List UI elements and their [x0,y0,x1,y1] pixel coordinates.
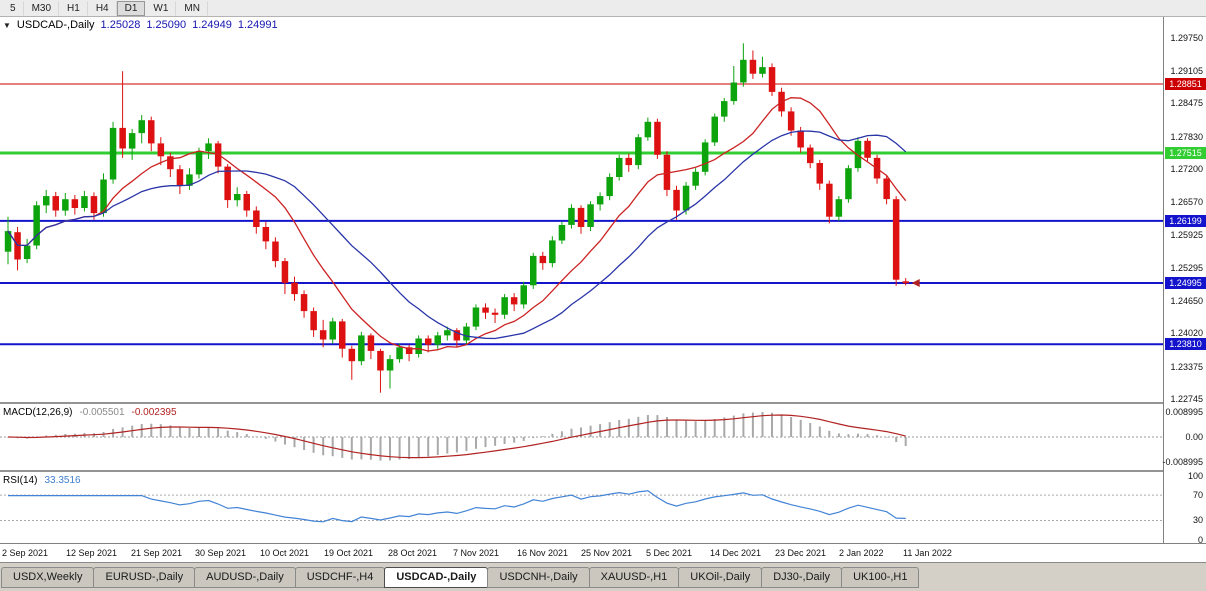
timeframe-button-h4[interactable]: H4 [88,0,117,16]
time-axis-label: 5 Dec 2021 [646,548,693,558]
open-price: 1.25028 [100,19,141,31]
high-price: 1.25090 [146,19,187,31]
time-axis[interactable]: 2 Sep 2021 12 Sep 2021 21 Sep 2021 30 Sep 2… [0,543,1206,562]
tab-ukoil-daily[interactable]: UKOil-,Daily [678,566,763,588]
timeframe-button-m30[interactable]: M30 [24,0,60,16]
price-axis-label: 1.28475 [1170,98,1203,108]
time-axis-label: 7 Nov 2021 [453,548,500,558]
plot-area: ▼ USDCAD-,Daily 1.25028 1.25090 1.24949 … [0,17,1163,562]
time-axis-label: 19 Oct 2021 [324,548,374,558]
price-axis-label: 1.24020 [1170,328,1203,338]
price-axis[interactable]: 1.29750 1.29105 1.28475 1.27830 1.27200 1.265… [1162,17,1206,545]
tab-usdchf-h4[interactable]: USDCHF-,H4 [294,566,386,588]
price-axis-label: 1.22745 [1170,394,1203,404]
time-axis-label: 28 Oct 2021 [388,548,438,558]
time-axis-label: 30 Sep 2021 [195,548,247,558]
timeframe-button-mn[interactable]: MN [176,0,208,16]
price-level-label: 1.28851 [1165,78,1206,90]
rsi-axis-label: 30 [1192,515,1203,525]
chart-tab-bar: USDX,Weekly EURUSD-,Daily AUDUSD-,Daily USD… [0,562,1206,591]
rsi-axis-label: 70 [1192,490,1203,500]
symbol-ohlc-header: ▼ USDCAD-,Daily 1.25028 1.25090 1.24949 … [3,19,278,31]
price-axis-label: 1.24650 [1170,296,1203,306]
macd-pane[interactable] [0,404,1163,470]
rsi-pane[interactable] [0,472,1163,543]
tab-usdcnh-daily[interactable]: USDCNH-,Daily [487,566,590,588]
price-level-label: 1.26199 [1165,215,1206,227]
macd-indicator-label: MACD(12,26,9) -0.005501 -0.002395 [3,407,177,418]
price-level-label: 1.23810 [1165,338,1206,350]
price-axis-label: 1.27200 [1170,164,1203,174]
macd-axis-label: -0.008995 [1162,457,1203,467]
timeframe-toolbar: 5 M30 H1 H4 D1 W1 MN [0,0,1206,17]
macd-axis-label: 0.00 [1185,432,1203,442]
rsi-indicator-label: RSI(14) 33.3516 [3,475,81,486]
tab-xauusd-h1[interactable]: XAUUSD-,H1 [588,566,680,588]
price-axis-label: 1.23375 [1170,362,1203,372]
time-axis-label: 25 Nov 2021 [581,548,633,558]
time-axis-label: 16 Nov 2021 [517,548,569,558]
timeframe-button-w1[interactable]: W1 [145,0,177,16]
price-axis-label: 1.26570 [1170,197,1203,207]
timeframe-button-5[interactable]: 5 [2,0,24,16]
pane-divider[interactable] [0,470,1206,472]
time-axis-label: 2 Sep 2021 [2,548,49,558]
tab-usdcad-daily[interactable]: USDCAD-,Daily [384,566,489,588]
tab-eurusd-daily[interactable]: EURUSD-,Daily [93,566,196,588]
rsi-value: 33.3516 [44,475,81,486]
close-price: 1.24991 [237,19,278,31]
time-axis-label: 12 Sep 2021 [66,548,118,558]
price-axis-label: 1.29105 [1170,66,1203,76]
tab-uk100-h1[interactable]: UK100-,H1 [841,566,920,588]
price-pane[interactable] [0,17,1163,402]
time-axis-label: 14 Dec 2021 [710,548,762,558]
time-axis-label: 21 Sep 2021 [131,548,183,558]
macd-axis-label: 0.008995 [1165,407,1203,417]
pane-divider[interactable] [0,402,1206,404]
chart-dropdown-icon[interactable]: ▼ [3,20,11,30]
macd-main-value: -0.005501 [79,407,125,418]
tab-audusd-daily[interactable]: AUDUSD-,Daily [194,566,296,588]
price-axis-label: 1.25925 [1170,230,1203,240]
price-level-label: 1.24995 [1165,277,1206,289]
macd-name: MACD(12,26,9) [3,407,73,418]
chart-window: ▼ USDCAD-,Daily 1.25028 1.25090 1.24949 … [0,17,1206,562]
rsi-axis-label: 0 [1197,535,1203,545]
time-axis-label: 11 Jan 2022 [903,548,952,558]
price-level-label: 1.27515 [1165,147,1206,159]
price-axis-label: 1.27830 [1170,132,1203,142]
timeframe-button-h1[interactable]: H1 [59,0,88,16]
time-axis-label: 2 Jan 2022 [839,548,884,558]
macd-signal-value: -0.002395 [131,407,177,418]
time-axis-label: 23 Dec 2021 [775,548,827,558]
low-price: 1.24949 [192,19,232,31]
rsi-axis-label: 100 [1187,471,1203,481]
tab-usdx-weekly[interactable]: USDX,Weekly [1,566,95,588]
time-axis-label: 10 Oct 2021 [260,548,310,558]
price-axis-label: 1.29750 [1170,33,1203,43]
symbol-title: USDCAD-,Daily [16,19,95,31]
timeframe-button-d1[interactable]: D1 [116,0,146,16]
tab-dj30-daily[interactable]: DJ30-,Daily [761,566,843,588]
price-axis-label: 1.25295 [1170,263,1203,273]
rsi-name: RSI(14) [3,475,38,486]
